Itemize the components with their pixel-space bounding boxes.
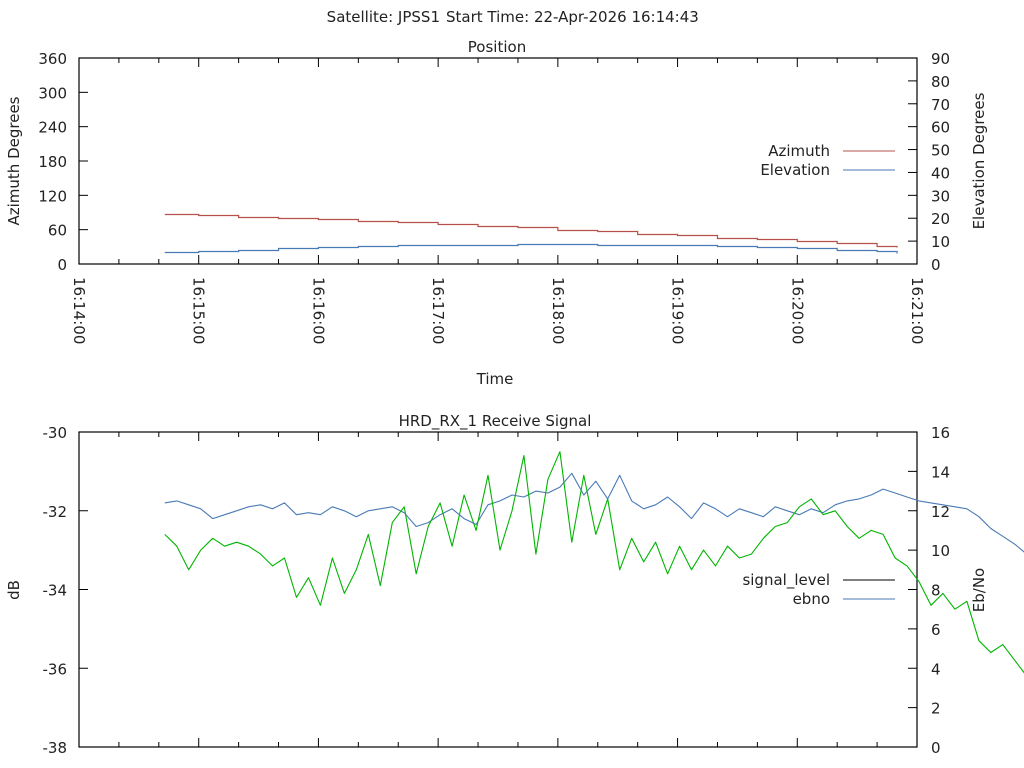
- y2-tick-label: 14: [931, 463, 950, 481]
- y-tick-label: -38: [43, 739, 68, 757]
- x-tick-label: 16:18:00: [549, 277, 567, 344]
- azimuth-axis-label: Azimuth Degrees: [5, 96, 23, 225]
- y2-tick-label: 12: [931, 503, 950, 521]
- y-tick-label: 0: [57, 256, 67, 274]
- x-tick-label: 16:17:00: [429, 277, 447, 344]
- y-tick-label: 180: [38, 153, 67, 171]
- time-axis-label: Time: [476, 370, 514, 388]
- y-tick-label: 60: [48, 222, 67, 240]
- y2-tick-label: 30: [931, 187, 950, 205]
- start-time-label: Start Time: 22-Apr-2026 16:14:43: [446, 8, 699, 26]
- y-tick-label: 120: [38, 187, 67, 205]
- receive-signal-legend: signal_level ebno: [742, 571, 895, 608]
- receive-signal-axis-ticks: -38 -36 -34 -32 -30 0 2 4 6 8 10 12 14 16: [43, 424, 951, 757]
- y2-tick-label: 6: [931, 621, 941, 639]
- y2-tick-label: 50: [931, 142, 950, 160]
- x-tick-label: 16:16:00: [309, 277, 327, 344]
- receive-signal-series: [164, 451, 1024, 674]
- y2-tick-label: 0: [931, 739, 941, 757]
- legend-label-ebno: ebno: [793, 590, 830, 608]
- y2-tick-label: 20: [931, 210, 950, 228]
- legend-label-signal-level: signal_level: [742, 571, 830, 590]
- y-tick-label: -32: [43, 503, 68, 521]
- position-axis-ticks: 16:14:00 16:15:00 16:16:00 16:17:00 16:18:00…: [38, 50, 950, 344]
- y2-tick-label: 70: [931, 96, 950, 114]
- y-tick-label: -34: [43, 582, 68, 600]
- y2-tick-label: 8: [931, 582, 941, 600]
- y2-tick-label: 40: [931, 164, 950, 182]
- series-line-elevation: [164, 243, 898, 254]
- y-tick-label: 300: [38, 84, 67, 102]
- y-tick-label: 240: [38, 119, 67, 137]
- y2-tick-label: 10: [931, 233, 950, 251]
- ebno-axis-label: Eb/No: [970, 568, 988, 612]
- y2-tick-label: 2: [931, 700, 941, 718]
- y-tick-label: 360: [38, 50, 67, 68]
- legend-label-azimuth: Azimuth: [768, 142, 830, 160]
- y2-tick-label: 60: [931, 119, 950, 137]
- receive-signal-plot-frame: [78, 431, 918, 748]
- y2-tick-label: 4: [931, 660, 941, 678]
- x-tick-label: 16:20:00: [788, 277, 806, 344]
- y2-tick-label: 10: [931, 542, 950, 560]
- x-tick-label: 16:21:00: [908, 277, 926, 344]
- position-chart: Position 16:14:00 16:15:00 16:16:00 16:17:0…: [5, 38, 988, 388]
- position-legend: Azimuth Elevation: [760, 142, 895, 179]
- y-tick-label: -36: [43, 660, 68, 678]
- y2-tick-label: 0: [931, 256, 941, 274]
- legend-label-elevation: Elevation: [760, 161, 830, 179]
- series-line-azimuth: [164, 213, 898, 248]
- y2-tick-label: 16: [931, 424, 950, 442]
- y2-tick-label: 80: [931, 73, 950, 91]
- db-axis-label: dB: [5, 580, 23, 600]
- position-series: [164, 213, 898, 254]
- elevation-axis-label: Elevation Degrees: [970, 92, 988, 229]
- x-tick-label: 16:15:00: [190, 277, 208, 344]
- x-tick-label: 16:14:00: [70, 277, 88, 344]
- series-line-signal-level: [164, 451, 1024, 674]
- y-tick-label: -30: [43, 424, 68, 442]
- position-chart-title: Position: [468, 38, 526, 56]
- receive-signal-chart-title: HRD_RX_1 Receive Signal: [399, 412, 592, 431]
- y2-tick-label: 90: [931, 50, 950, 68]
- x-tick-label: 16:19:00: [669, 277, 687, 344]
- satellite-label: Satellite: JPSS1: [327, 8, 440, 26]
- receive-signal-chart: HRD_RX_1 Receive Signal -38 -36 -34 -32 -30 0…: [5, 412, 1024, 757]
